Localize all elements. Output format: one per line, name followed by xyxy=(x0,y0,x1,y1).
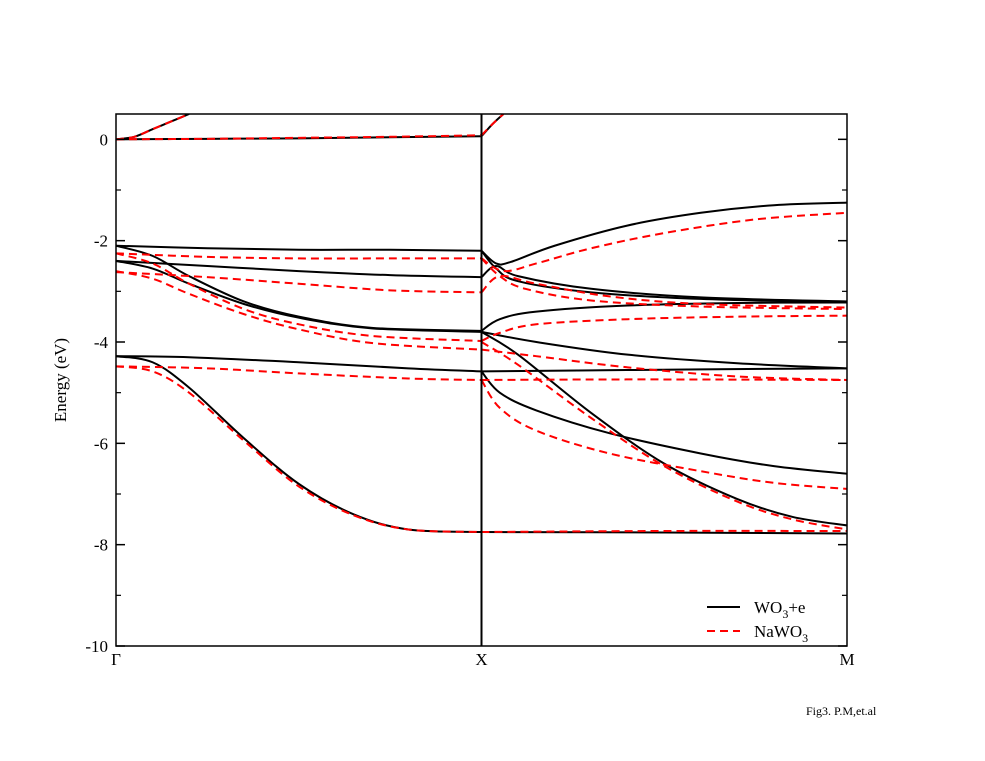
wo3e-band-line xyxy=(480,331,847,527)
y-tick-label: -8 xyxy=(94,536,108,555)
y-tick-label: -2 xyxy=(94,232,108,251)
y-tick-label: -6 xyxy=(94,434,108,453)
y-axis: 0 -2 -4 -6 -8 -10 xyxy=(85,130,847,656)
nawo3-band-line xyxy=(480,379,847,490)
nawo3-band-line xyxy=(116,271,482,294)
nawo3-band-line xyxy=(480,341,847,531)
nawo3-band-line xyxy=(116,134,482,141)
nawo3-band-line xyxy=(116,365,482,381)
nawo3-band-line xyxy=(480,274,847,309)
nawo3-band-line xyxy=(116,270,482,351)
nawo3-band-line xyxy=(481,314,847,342)
nawo3-band-line xyxy=(480,211,847,273)
x-tick-label: Γ xyxy=(111,650,121,669)
wo3e-band-line xyxy=(116,355,482,533)
y-axis-title: Energy (eV) xyxy=(51,338,70,422)
x-tick-label: X xyxy=(475,650,487,669)
wo3e-band-line xyxy=(116,259,482,279)
nawo3-band-line xyxy=(481,378,847,381)
nawo3-band-line xyxy=(480,257,847,311)
wo3e-band-line xyxy=(480,201,847,266)
wo3e-band-line xyxy=(480,264,847,303)
nawo3-band-line xyxy=(116,252,482,342)
nawo3-band-line xyxy=(481,529,847,533)
wo3e-band-line xyxy=(480,301,847,332)
legend-label-wo3e: WO3+e xyxy=(754,598,805,621)
wo3e-band-line xyxy=(480,370,847,475)
y-tick-label: -4 xyxy=(94,333,109,352)
band-lines xyxy=(116,114,847,535)
wo3e-band-line xyxy=(481,330,847,370)
wo3e-band-line xyxy=(116,244,482,252)
nawo3-band-line xyxy=(480,114,505,136)
wo3e-band-line xyxy=(116,114,190,141)
legend-label-nawo3: NaWO3 xyxy=(754,622,808,645)
x-tick-label: M xyxy=(839,650,854,669)
y-tick-label: 0 xyxy=(100,130,109,149)
nawo3-band-line xyxy=(116,252,482,260)
wo3e-band-line xyxy=(116,355,482,373)
y-tick-label: -10 xyxy=(85,637,108,656)
figure-caption: Fig3. P.M,et.al xyxy=(806,704,877,718)
wo3e-band-line xyxy=(116,259,482,333)
nawo3-band-line xyxy=(116,365,482,533)
nawo3-band-line xyxy=(481,348,847,381)
nawo3-band-line xyxy=(116,114,190,141)
